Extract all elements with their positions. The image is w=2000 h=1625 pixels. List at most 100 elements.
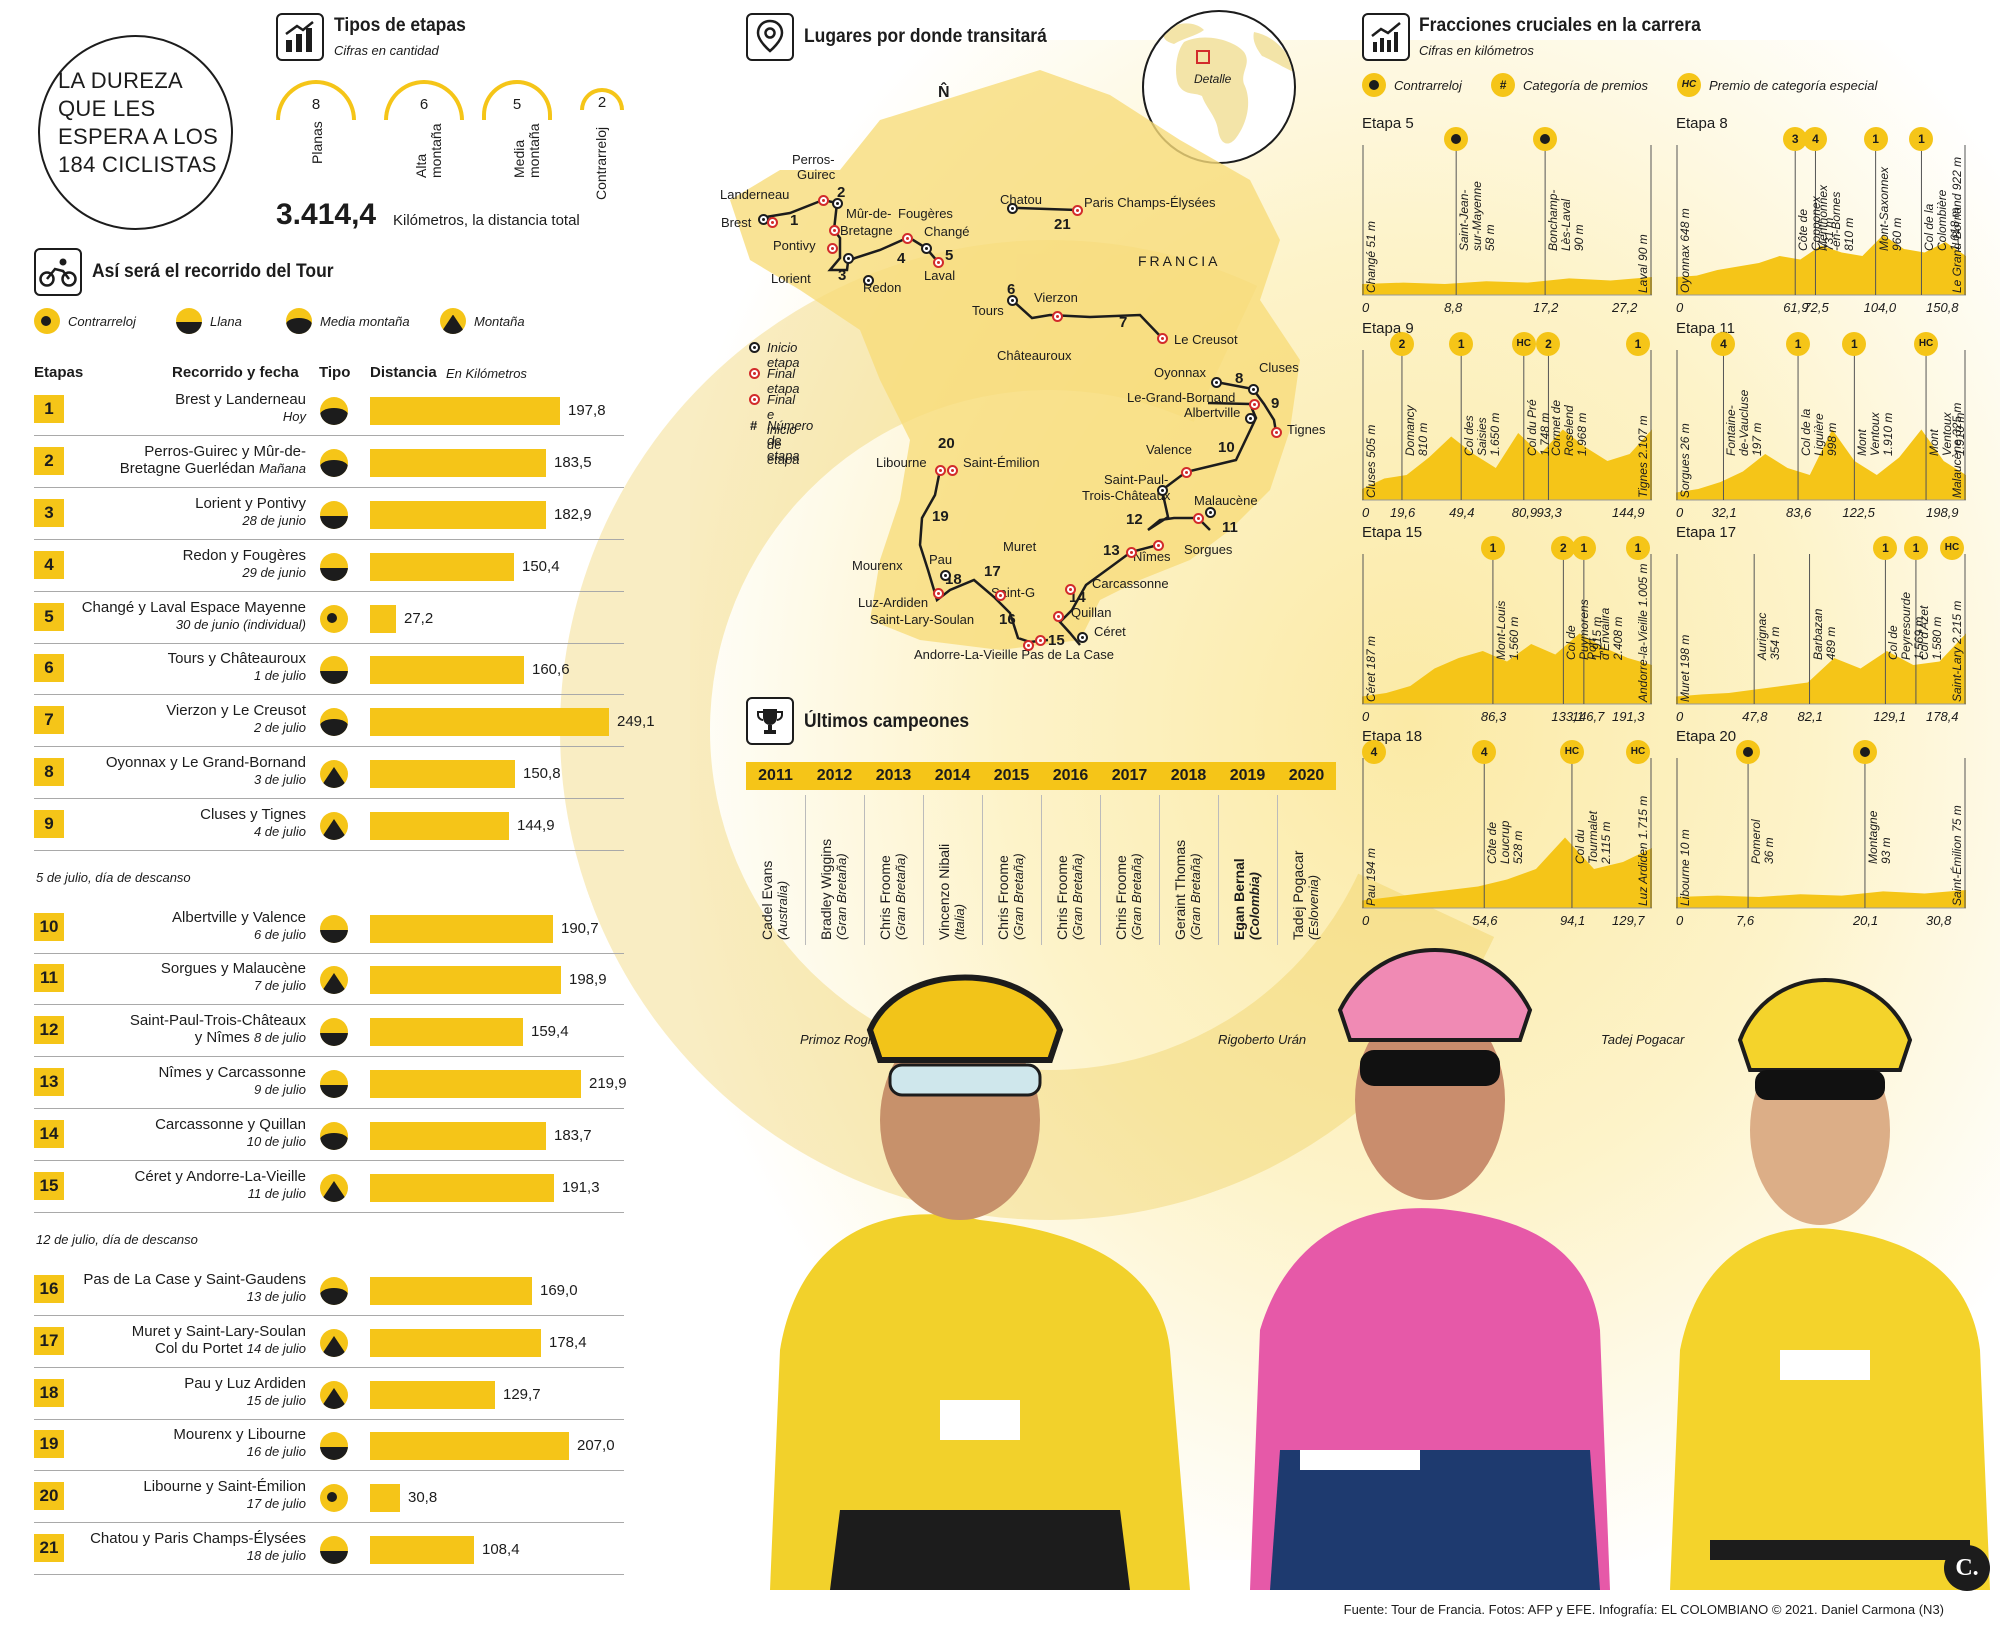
profile-point-label-line: 197 m — [1750, 422, 1765, 456]
stage-distance-bar — [370, 1018, 523, 1046]
category-badge: 1 — [1842, 332, 1867, 356]
stage-date: 13 de julio — [246, 1289, 306, 1304]
category-badge: 1 — [1903, 536, 1928, 560]
stage-route-name-2: Col du Portet 14 de julio — [155, 1340, 306, 1357]
profile-point-label: Pomerol 36 m — [1749, 819, 1777, 864]
stage-number: 4 — [34, 551, 64, 579]
stopwatch-icon — [1362, 73, 1386, 97]
stage-route-name: Oyonnax y Le Grand-Bornand — [105, 754, 306, 771]
profile-point-label-line: Barbazan — [1810, 608, 1825, 660]
stage-end-dot — [1072, 205, 1083, 216]
profile-point-label: Aurignac 354 m — [1755, 613, 1782, 660]
stage-start-dot — [832, 198, 843, 209]
profile-point-label: Céret 187 m — [1364, 636, 1378, 702]
map-place-label: Saint-Émilion — [963, 455, 1040, 470]
stage-number: 2 — [34, 447, 64, 475]
champion-name: Tadej Pogacar (Eslovenia) — [1290, 850, 1321, 940]
stage-route: Pas de La Case y Saint-Gaudens 13 de juli… — [83, 1271, 306, 1305]
el-colombiano-logo: C. — [1944, 1545, 1990, 1591]
category-badge: 3 — [1783, 127, 1808, 151]
stage-date: 6 de julio — [253, 927, 306, 942]
profile-point-label: Barbazan 489 m — [1810, 608, 1838, 660]
profile-point-label-line: Sorgues 26 m — [1678, 423, 1692, 498]
profile-etapa-20: Etapa 20 Libourne 10 m Pomerol 36 m Montagne… — [1676, 728, 1966, 928]
champion-rider: Egan Bernal — [1231, 858, 1247, 940]
map-place-label: Saint-Lary-Soulan — [870, 612, 975, 627]
profile-point-label-line: 998 m — [1825, 422, 1840, 456]
stage-route: Libourne y Saint-Émilion 17 de julio — [143, 1478, 306, 1512]
stage-distance-bar — [370, 1536, 474, 1564]
stage-end-dot — [1153, 540, 1164, 551]
stage-route: Cluses y Tignes 4 de julio — [200, 806, 306, 840]
map-place-label: Cluses — [1259, 360, 1299, 375]
profile-point-label: Oyonnax 648 m — [1678, 208, 1692, 293]
map-stage-number: 11 — [1222, 519, 1238, 536]
profile-title: Etapa 8 — [1676, 115, 1728, 132]
map-place-label: Perros- — [792, 152, 835, 167]
category-badge: HC — [1559, 740, 1584, 764]
cyclist-icon — [34, 248, 82, 296]
stage-distance-bar — [370, 760, 515, 788]
champion-rider: Geraint Thomas — [1172, 839, 1188, 940]
stage-distance-value: 178,4 — [549, 1334, 587, 1351]
stage-route-name: Muret y Saint-Lary-Soulan — [131, 1323, 306, 1340]
profile-x-tick: 19,6 — [1389, 505, 1416, 520]
map-stage-number: 4 — [897, 250, 906, 267]
profile-point-label-line: Saint-Émilion 75 m — [1950, 805, 1964, 906]
category-badge: 1 — [1449, 332, 1474, 356]
profile-point-label-line: Tourmalet — [1585, 811, 1600, 864]
header-recorrido: Recorrido y fecha — [172, 364, 299, 381]
profile-x-tick: 32,1 — [1711, 505, 1737, 520]
profile-point-label-line: Montagne — [1865, 810, 1880, 864]
stage-number: 8 — [34, 758, 64, 786]
profile-point-label-line: 36 m — [1762, 837, 1777, 864]
legend-llana: Llana — [176, 308, 242, 334]
map-pin-icon — [746, 13, 794, 61]
category-badge: 2 — [1551, 536, 1576, 560]
legend-contrarreloj: Contrarreloj — [34, 308, 136, 334]
map-stage-number: 1 — [790, 212, 799, 229]
map-place-label: Châteauroux — [997, 348, 1072, 363]
stage-distance-value: 160,6 — [532, 661, 570, 678]
stage-row: 11 Sorgues y Malaucène 7 de julio 198,9 — [34, 954, 624, 1005]
stage-end-dot — [827, 243, 838, 254]
stage-end-dot — [1023, 640, 1034, 651]
fr-legend-categoria: # Categoría de premios — [1491, 73, 1648, 97]
profile-graph — [1676, 350, 1966, 501]
stage-start-dot — [1248, 384, 1259, 395]
stage-date: 11 de julio — [247, 1186, 306, 1201]
stage-date: Hoy — [282, 409, 306, 424]
map-place-label: Oyonnax — [1154, 365, 1207, 380]
stage-end-dot — [1053, 611, 1064, 622]
champion-year: 2019 — [1229, 767, 1266, 784]
stage-route: Carcassonne y Quillan 10 de julio — [155, 1116, 306, 1150]
stage-end-dot — [1126, 547, 1137, 558]
stage-distance-value: 30,8 — [408, 1489, 438, 1506]
champion-name: Vincenzo Nibali (Italia) — [936, 844, 967, 940]
stage-number: 16 — [34, 1275, 64, 1303]
category-badge: 1 — [1480, 536, 1505, 560]
profile-graph — [1362, 350, 1652, 501]
profile-elevation-area — [1676, 235, 1966, 295]
profile-etapa-18: Etapa 18 Pau 194 m 4 Côte de Loucrup 528 m 4 Co… — [1362, 728, 1652, 928]
map-place-label: Malaucène — [1194, 493, 1258, 508]
category-badge: HC — [1626, 740, 1650, 764]
profile-etapa-5: Etapa 5 Changé 51 m Saint-Jean-sur-Mayenne… — [1362, 115, 1652, 315]
champion-name: Bradley Wiggins (Gran Bretaña) — [818, 839, 849, 940]
stage-type-llana-icon — [320, 553, 348, 581]
stage-number: 13 — [34, 1068, 64, 1096]
stage-start-dot — [1245, 413, 1256, 424]
category-badge: 1 — [1863, 127, 1888, 151]
profile-graph — [1676, 145, 1966, 296]
profile-point-label-line: 58 m — [1483, 224, 1498, 251]
stage-date: 1 de julio — [253, 668, 306, 683]
stage-route: Lorient y Pontivy 28 de junio — [195, 495, 306, 529]
profile-x-tick: 0 — [1362, 300, 1370, 315]
stage-end-dot — [1181, 467, 1192, 478]
champion-separator — [1218, 795, 1219, 945]
stage-distance-bar — [370, 1174, 554, 1202]
stage-date: 10 de julio — [246, 1134, 306, 1149]
profile-x-tick: 94,1 — [1559, 913, 1586, 928]
map-place-label: Andorre-La-Vieille Pas de La Case — [914, 647, 1114, 662]
stage-type-crono-icon — [320, 605, 348, 633]
